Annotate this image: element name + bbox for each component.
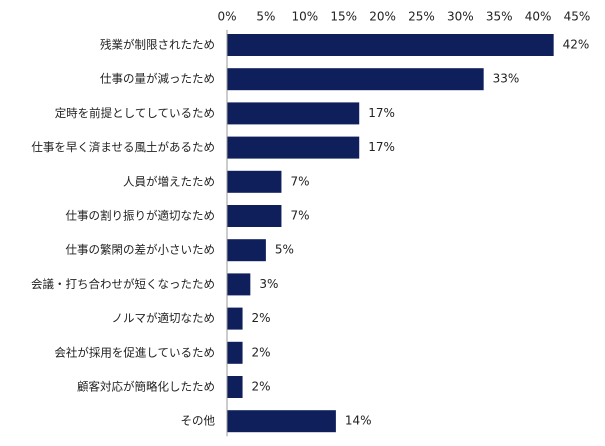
category-label: 定時を前提としてしているため — [55, 106, 215, 120]
value-label: 42% — [563, 38, 590, 52]
x-tick-label: 15% — [330, 10, 357, 24]
x-axis-ticks: 0% 5% 10% 15% 20% 25% 30% 35% 40% 45% — [217, 10, 590, 24]
category-labels: 残業が制限されたため仕事の量が減ったため定時を前提としてしているため仕事を早く済… — [31, 38, 215, 428]
value-label: 3% — [259, 277, 278, 291]
x-tick-label: 25% — [408, 10, 435, 24]
x-tick-label: 20% — [369, 10, 396, 24]
bar — [227, 170, 282, 193]
value-label: 17% — [368, 140, 395, 154]
value-label: 2% — [252, 311, 271, 325]
value-labels: 42% 33% 17% 17% 7% 7% 5% 3% 2% 2% 2% 14% — [252, 38, 590, 428]
value-label: 7% — [290, 174, 309, 188]
category-label: 仕事の量が減ったため — [100, 72, 215, 86]
bar — [227, 68, 484, 91]
bar — [227, 376, 243, 398]
category-label: 仕事の割り振りが適切なため — [66, 209, 216, 223]
category-label: 人員が増えたため — [123, 174, 215, 188]
x-tick-label: 45% — [564, 10, 591, 24]
x-tick-label: 0% — [217, 10, 236, 24]
value-label: 17% — [368, 106, 395, 120]
bar — [227, 239, 266, 262]
x-tick-label: 30% — [447, 10, 474, 24]
bar — [227, 341, 243, 364]
category-label: 会議・打ち合わせが短くなったため — [31, 277, 215, 291]
value-label: 2% — [252, 345, 271, 359]
value-label: 5% — [275, 243, 294, 257]
category-label: 残業が制限されたため — [100, 38, 215, 52]
bar — [227, 136, 360, 159]
bar — [227, 307, 243, 330]
category-label: 仕事の繁閑の差が小さいため — [66, 243, 216, 257]
bar — [227, 273, 251, 296]
value-label: 7% — [290, 209, 309, 223]
bar — [227, 410, 336, 433]
bars — [227, 34, 554, 433]
category-label: ノルマが適切なため — [112, 311, 216, 325]
x-tick-label: 10% — [291, 10, 318, 24]
bar — [227, 102, 360, 125]
bar — [227, 205, 282, 227]
category-label: 顧客対応が簡略化したため — [77, 380, 215, 394]
x-tick-label: 5% — [256, 10, 275, 24]
bar — [227, 34, 554, 56]
value-label: 33% — [493, 72, 520, 86]
x-tick-label: 40% — [525, 10, 552, 24]
x-tick-label: 35% — [486, 10, 513, 24]
value-label: 2% — [252, 380, 271, 394]
category-label: その他 — [181, 414, 216, 428]
category-label: 仕事を早く済ませる風土があるため — [31, 140, 215, 154]
value-label: 14% — [345, 414, 372, 428]
category-label: 会社が採用を促進しているため — [54, 345, 215, 359]
